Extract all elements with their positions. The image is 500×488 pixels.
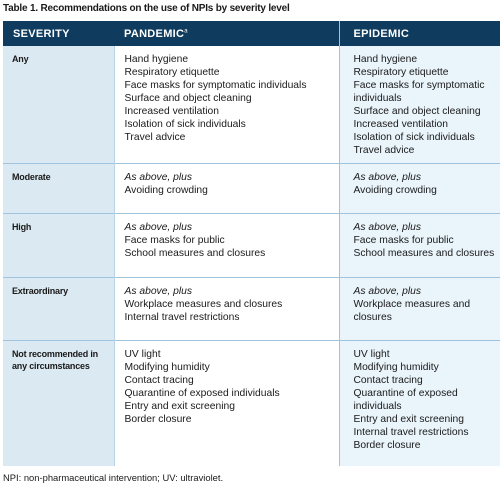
measure-item: Respiratory etiquette [353, 67, 449, 78]
measure-item: Contact tracing [353, 375, 423, 386]
pandemic-cell: As above, plus Avoiding crowding [114, 163, 339, 214]
measure-item: Face masks for public [353, 235, 454, 246]
measure-item: Quarantine of exposed individuals [124, 388, 280, 399]
measure-item: Travel advice [353, 145, 415, 156]
severity-header-label: SEVERITY [13, 27, 70, 40]
severity-cell: High [3, 213, 115, 278]
measure-item: Avoiding crowding [353, 185, 437, 196]
pandemic-cell: UV light Modifying humidity Contact tracin… [114, 340, 339, 466]
measure-item: Surface and object cleaning [353, 106, 481, 117]
severity-cell: Extraordinary [3, 277, 115, 341]
as-above-intro: As above, plus [353, 172, 422, 183]
table-row: Moderate As above, plus Avoiding crowding… [3, 163, 500, 214]
epidemic-cell: Hand hygiene Respiratory etiquette Face ma… [338, 46, 500, 164]
severity-cell: Any [3, 46, 115, 164]
severity-cell: Not recommended in any circumstances [3, 340, 115, 466]
measure-item: Contact tracing [124, 375, 194, 386]
table-row: Any Hand hygiene Respiratory etiquette Fac… [3, 46, 500, 164]
severity-column-header: SEVERITY [3, 21, 114, 46]
measure-item: Face masks for public [124, 235, 225, 246]
measure-item: Face masks for symptomatic individuals [124, 80, 307, 91]
npi-recommendations-table: SEVERITY PANDEMICa EPIDEMIC Any Hand hyg… [3, 21, 500, 466]
pandemic-cell: Hand hygiene Respiratory etiquette Face ma… [114, 46, 339, 164]
measure-item: Respiratory etiquette [124, 67, 220, 78]
epidemic-cell: As above, plus Workplace measures and clo… [338, 277, 500, 341]
measure-item: Avoiding crowding [124, 185, 208, 196]
as-above-intro: As above, plus [353, 286, 422, 297]
as-above-intro: As above, plus [124, 222, 193, 233]
pandemic-header-label: PANDEMIC [124, 27, 185, 40]
table-row: Not recommended in any circumstances UV … [3, 340, 500, 466]
measure-item: UV light [124, 349, 161, 360]
epidemic-header-label: EPIDEMIC [353, 27, 410, 40]
table-row: Extraordinary As above, plus Workplace me… [3, 277, 500, 341]
measure-item: Hand hygiene [124, 54, 189, 65]
measure-item: Entry and exit screening [124, 401, 235, 412]
pandemic-cell: As above, plus Workplace measures and clo… [114, 277, 339, 341]
epidemic-column-header: EPIDEMIC [338, 21, 500, 46]
table-body: Any Hand hygiene Respiratory etiquette Fac… [3, 46, 500, 466]
footnote-marker: a [184, 27, 188, 34]
as-above-intro: As above, plus [124, 286, 193, 297]
epidemic-cell: As above, plus Face masks for public Schoo… [338, 213, 500, 278]
measure-item: Internal travel restrictions [124, 312, 240, 323]
epidemic-cell: UV light Modifying humidity Contact tracin… [338, 340, 500, 466]
measure-item: Entry and exit screening [353, 414, 464, 425]
table-caption: Table 1. Recommendations on the use of N… [3, 3, 290, 14]
table-row: High As above, plus Face masks for public… [3, 213, 500, 278]
pandemic-column-header: PANDEMICa [114, 21, 339, 46]
measure-item: Isolation of sick individuals [353, 132, 475, 143]
measure-item: School measures and closures [353, 248, 495, 259]
measure-item: Internal travel restrictions [353, 427, 469, 438]
measure-item: Quarantine of exposed individuals [353, 388, 458, 412]
pandemic-cell: As above, plus Face masks for public Schoo… [114, 213, 339, 278]
measure-item: Surface and object cleaning [124, 93, 252, 104]
measure-item: Isolation of sick individuals [124, 119, 246, 130]
epidemic-cell: As above, plus Avoiding crowding [338, 163, 500, 214]
measure-item: School measures and closures [124, 248, 266, 259]
measure-item: Workplace measures and closures [353, 299, 471, 323]
severity-cell: Moderate [3, 163, 115, 214]
measure-item: Face masks for symptomatic individuals [353, 80, 485, 104]
as-above-intro: As above, plus [353, 222, 422, 233]
measure-item: Increased ventilation [124, 106, 219, 117]
measure-item: Border closure [124, 414, 192, 425]
measure-item: Modifying humidity [353, 362, 439, 373]
measure-item: UV light [353, 349, 390, 360]
table-header-row: SEVERITY PANDEMICa EPIDEMIC [3, 21, 500, 46]
measure-item: Border closure [353, 440, 421, 451]
table-footnote: NPI: non-pharmaceutical intervention; UV… [3, 472, 224, 483]
measure-item: Hand hygiene [353, 54, 418, 65]
measure-item: Increased ventilation [353, 119, 448, 130]
measure-item: Workplace measures and closures [124, 299, 283, 310]
measure-item: Modifying humidity [124, 362, 210, 373]
measure-item: Travel advice [124, 132, 186, 143]
as-above-intro: As above, plus [124, 172, 193, 183]
